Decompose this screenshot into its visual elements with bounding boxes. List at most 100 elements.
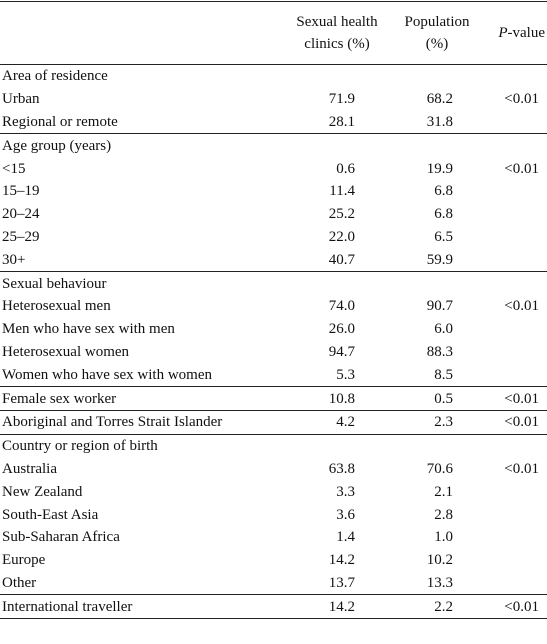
table-cell: 31.8 (426, 113, 453, 130)
table-cell: 40.7 (328, 251, 355, 268)
row-label: South-East Asia (2, 506, 99, 523)
table-row: Other 13.7 13.3 (0, 572, 547, 595)
row-label: 15–19 (2, 183, 40, 200)
table-row: International traveller 14.2 2.2 <0.01 (0, 595, 547, 619)
table-cell (465, 480, 547, 503)
table-row: 25–29 22.0 6.5 (0, 226, 547, 249)
table-cell (465, 203, 547, 226)
table-cell (465, 180, 547, 203)
table-section: Female sex worker 10.8 0.5 <0.01 (0, 386, 547, 411)
table-cell (465, 549, 547, 572)
header-row: Sexual health clinics (%) Population (%)… (0, 1, 547, 65)
section-title: Sexual behaviour (2, 275, 107, 292)
table-cell: 0.5 (434, 390, 453, 407)
table-row: Australia 63.8 70.6 <0.01 (0, 458, 547, 481)
row-label: 20–24 (2, 206, 40, 223)
table-cell: 2.3 (434, 414, 453, 431)
data-table: Sexual health clinics (%) Population (%)… (0, 1, 547, 620)
table-cell: <0.01 (504, 160, 539, 177)
table-cell: 63.8 (328, 460, 355, 477)
row-label: Australia (2, 460, 57, 477)
table-cell (465, 363, 547, 386)
table-cell: 90.7 (426, 298, 453, 315)
table-row: Europe 14.2 10.2 (0, 549, 547, 572)
table-cell: 5.3 (336, 366, 355, 383)
section-title: Country or region of birth (2, 438, 158, 455)
row-label: Other (2, 574, 37, 591)
table-row: Sub-Saharan Africa 1.4 1.0 (0, 526, 547, 549)
table-cell (465, 341, 547, 364)
pvalue-italic: P (498, 25, 508, 41)
section-title-row: Area of residence (0, 65, 547, 88)
row-label: 25–29 (2, 228, 40, 245)
table-cell: 71.9 (328, 91, 355, 108)
table-cell: <0.01 (504, 598, 539, 615)
table-cell (465, 572, 547, 595)
table-section: Age group (years) <15 0.6 19.9 <0.01 15–19 11.… (0, 133, 547, 272)
row-label: Heterosexual women (2, 343, 130, 360)
table-row: Men who have sex with men 26.0 6.0 (0, 318, 547, 341)
table-cell: 25.2 (328, 206, 355, 223)
pvalue-rest: -value (507, 25, 545, 41)
table-cell: 3.3 (336, 483, 355, 500)
row-label: International traveller (2, 598, 133, 615)
table-cell: 88.3 (426, 343, 453, 360)
table-cell: <0.01 (504, 414, 539, 431)
table-cell: 68.2 (426, 91, 453, 108)
section-title-row: Country or region of birth (0, 434, 547, 457)
table-cell: <0.01 (504, 298, 539, 315)
table-cell: 22.0 (328, 228, 355, 245)
row-label: Europe (2, 552, 46, 569)
row-label: 30+ (2, 251, 26, 268)
table-cell: 4.2 (336, 414, 355, 431)
column-header: P-value (465, 22, 547, 44)
table-section: International traveller 14.2 2.2 <0.01 (0, 594, 547, 619)
section-title-row: Age group (years) (0, 134, 547, 157)
header-cell: Sexual health clinics (%) (268, 1, 380, 65)
table-cell: 6.5 (434, 228, 453, 245)
row-label: Urban (2, 91, 40, 108)
table-cell: 13.3 (426, 574, 453, 591)
column-header: Population (%) (404, 14, 470, 52)
table-cell: 94.7 (328, 343, 355, 360)
table-cell (465, 111, 547, 134)
section-title-row: Sexual behaviour (0, 272, 547, 295)
table-section: Area of residence Urban 71.9 68.2 <0.01 Regio… (0, 64, 547, 134)
table-cell (465, 248, 547, 271)
table-cell: 8.5 (434, 366, 453, 383)
table-row: Female sex worker 10.8 0.5 <0.01 (0, 387, 547, 411)
table-cell: <0.01 (504, 91, 539, 108)
table-cell: 10.2 (426, 552, 453, 569)
section-title: Area of residence (2, 68, 108, 85)
table-cell (465, 526, 547, 549)
column-header: Sexual health clinics (%) (296, 14, 378, 52)
table-cell (465, 226, 547, 249)
table-cell: 3.6 (336, 506, 355, 523)
row-label: Aboriginal and Torres Strait Islander (2, 414, 223, 431)
table-cell: 28.1 (328, 113, 355, 130)
table-cell: 59.9 (426, 251, 453, 268)
table-section: Sexual behaviour Heterosexual men 74.0 90.7… (0, 271, 547, 387)
table-cell: 6.8 (434, 183, 453, 200)
row-label: <15 (2, 160, 26, 177)
table-section: Country or region of birth Australia 63.8 7… (0, 434, 547, 595)
header-cell: Population (%) (380, 1, 470, 65)
table-row: South-East Asia 3.6 2.8 (0, 503, 547, 526)
table-row: <15 0.6 19.9 <0.01 (0, 157, 547, 180)
table-row: 15–19 11.4 6.8 (0, 180, 547, 203)
table-cell: 10.8 (328, 390, 355, 407)
table-cell: 19.9 (426, 160, 453, 177)
header-cell (0, 1, 268, 65)
table-cell: 6.8 (434, 206, 453, 223)
table-cell: 1.0 (434, 529, 453, 546)
table-cell: 6.0 (434, 321, 453, 338)
table-section: Aboriginal and Torres Strait Islander 4.2… (0, 410, 547, 434)
row-label: Female sex worker (2, 390, 117, 407)
table-cell: 14.2 (328, 552, 355, 569)
row-label: New Zealand (2, 483, 83, 500)
table-cell (465, 318, 547, 341)
table-cell: 2.8 (434, 506, 453, 523)
table-cell: <0.01 (504, 460, 539, 477)
section-title: Age group (years) (2, 137, 112, 154)
